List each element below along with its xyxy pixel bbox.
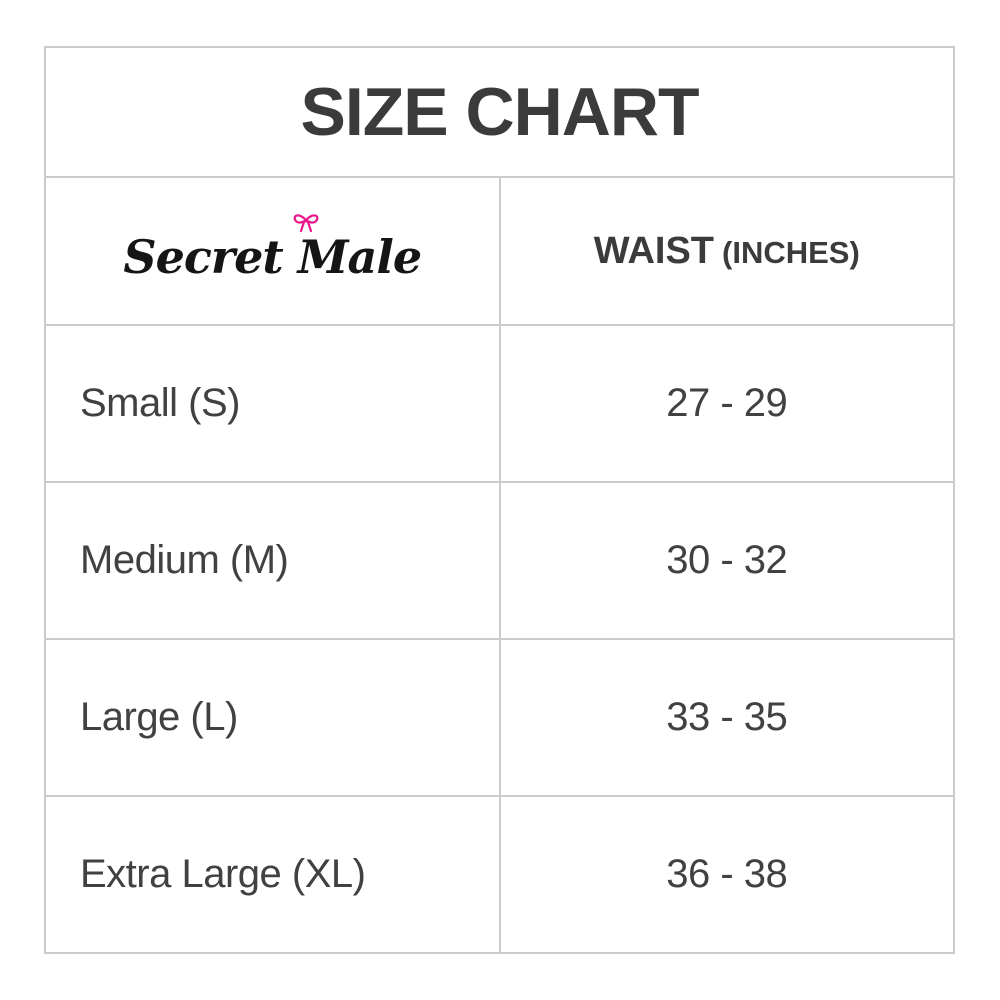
size-label-large: Large (L) [44, 638, 501, 797]
waist-value-small: 27 - 29 [498, 324, 955, 483]
size-label-extra-large: Extra Large (XL) [44, 795, 501, 954]
size-label-medium: Medium (M) [44, 481, 501, 640]
waist-header-cell: WAIST (INCHES) [498, 176, 955, 326]
waist-column-label: WAIST [593, 229, 715, 272]
table-row-extra-large: Extra Large (XL) 36 - 38 [44, 795, 955, 954]
title-row: SIZE CHART [44, 46, 955, 178]
waist-column-unit: (INCHES) [722, 234, 860, 270]
header-row: Secret Male WAIST (INCHES) [44, 176, 955, 326]
page-title: SIZE CHART [300, 74, 700, 150]
table-row-small: Small (S) 27 - 29 [44, 324, 955, 483]
brand-logo-cell: Secret Male [44, 176, 501, 326]
table-row-medium: Medium (M) 30 - 32 [44, 481, 955, 640]
title-cell: SIZE CHART [44, 46, 955, 178]
waist-value-extra-large: 36 - 38 [498, 795, 955, 954]
bow-icon [293, 214, 319, 233]
table-row-large: Large (L) 33 - 35 [44, 638, 955, 797]
brand-logo: Secret Male [123, 214, 422, 280]
size-chart-container: SIZE CHART Secret Male [44, 46, 955, 954]
size-label-small: Small (S) [44, 324, 501, 483]
brand-logo-text: Secret Male [123, 230, 422, 284]
waist-value-large: 33 - 35 [498, 638, 955, 797]
size-chart-table: SIZE CHART Secret Male [44, 46, 955, 954]
waist-value-medium: 30 - 32 [498, 481, 955, 640]
